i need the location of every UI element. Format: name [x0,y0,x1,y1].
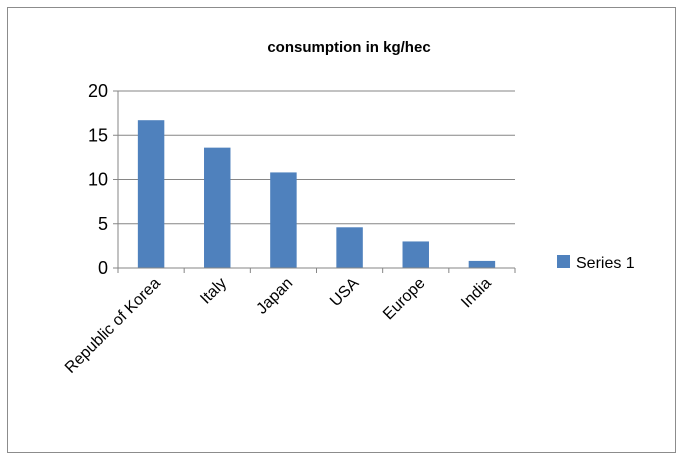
legend-label-series-1: Series 1 [576,255,635,272]
y-tick-label: 15 [88,125,108,145]
chart-title: consumption in kg/hec [267,39,430,56]
x-tick-label: USA [327,275,363,311]
gridlines [113,90,515,269]
y-tick-label: 5 [98,214,108,234]
bar [270,172,297,268]
y-tick-label: 20 [88,81,108,101]
y-tick-labels: 0 5 10 15 20 [88,81,108,278]
y-tick-label: 10 [88,170,108,190]
x-tick-label: Republic of Korea [62,275,164,377]
x-tick-label: Italy [197,275,230,308]
bar [336,227,363,268]
x-tick-labels: Republic of Korea Italy Japan USA Europe Indi… [62,275,495,377]
x-tick-label: Europe [380,275,429,324]
legend: Series 1 [557,255,635,272]
chart-frame [7,7,676,453]
bar [137,120,165,268]
bar [402,241,429,268]
y-tick-label: 0 [98,258,108,278]
bar [204,147,231,268]
x-tick-label: India [458,275,495,312]
x-tick-label: Japan [253,275,296,318]
bar [468,260,496,268]
bars [137,120,496,268]
axes [117,91,516,273]
legend-swatch-series-1 [557,255,570,268]
